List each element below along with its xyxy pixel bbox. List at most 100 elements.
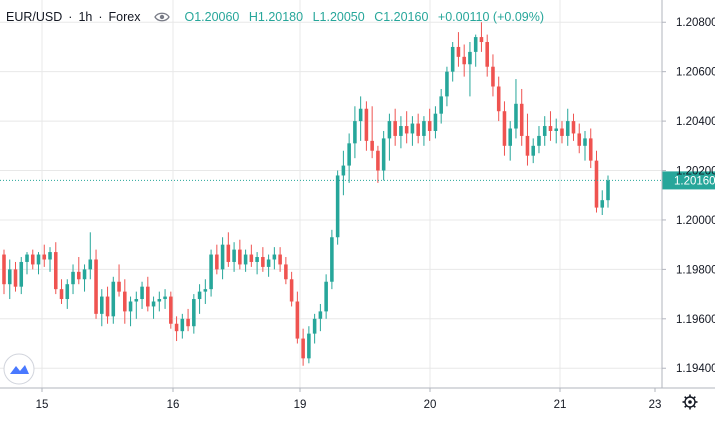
candle-body [353,121,357,144]
candle-body [19,261,24,287]
eye-icon[interactable] [154,11,171,23]
candle-body [59,289,64,300]
candle-body [151,301,156,307]
candle-body [174,323,179,332]
candle-body [341,165,346,176]
price-axis[interactable]: 1.20800 1.20600 1.20400 1.20200 1.20000 1.198… [661,0,715,388]
candle-body [30,254,35,265]
candle-body [100,296,104,314]
candle-body [427,121,432,131]
candle-body [502,111,507,146]
candle-body [519,103,524,136]
candles [2,22,610,366]
candle-body [571,121,576,134]
candle-body [485,42,489,67]
candle-body [140,286,144,300]
candle-body [203,289,208,292]
time-axis[interactable]: 15 16 19 20 21 23 [0,387,715,411]
candle-body [606,180,610,201]
candle-body [312,318,317,334]
candle-body [577,133,582,146]
candle-body [525,135,530,156]
gear-center [688,400,692,404]
candle-body [128,301,133,312]
x-tick-label: 15 [36,399,49,411]
candle-body [473,37,478,52]
candle-body [7,269,12,285]
candle-body [376,150,380,171]
candle-body [479,37,484,43]
gear-icon[interactable] [682,394,698,410]
chart-legend: EUR/USD · 1h · Forex O1.20060 H1.20180 L… [6,8,550,26]
candle-body [583,138,587,146]
candle-body [284,264,288,280]
candle-body [88,259,93,270]
candle-body [370,140,374,151]
tradingview-logo-icon[interactable] [3,353,35,385]
candle-body [450,46,455,72]
candle-body [238,249,242,265]
x-tick-label: 19 [294,399,307,411]
candle-body [496,86,501,112]
candle-body [197,291,202,300]
candle-body [404,126,409,134]
change-value: +0.00110 (+0.09%) [437,10,545,24]
candle-body [76,271,81,280]
candle-body [399,126,403,136]
candle-body [560,128,564,136]
candle-body [537,135,541,146]
candle-body [232,249,236,262]
candle-body [508,128,512,146]
candle-body [82,269,87,280]
y-tick-label: 1.19600 [676,314,715,326]
open-value: O1.20060 [184,10,240,24]
candle-body [295,301,300,339]
candle-body [186,318,190,327]
x-tick-label: 20 [424,399,437,411]
y-tick-label: 1.20800 [676,17,715,29]
ohlc-values: O1.20060 H1.20180 L1.20050 C1.20160 +0.0… [184,10,550,24]
candle-body [180,318,185,332]
candle-body [71,271,75,285]
candle-body [422,121,426,136]
symbol-label[interactable]: EUR/USD [6,10,63,24]
candle-body [289,279,294,302]
interval-label[interactable]: 1h [78,10,93,24]
y-tick-label: 1.20200 [676,166,715,178]
candle-body [255,257,259,262]
candle-body [192,299,196,327]
candle-body [36,254,41,265]
candle-body [53,252,58,290]
candle-body [266,259,271,267]
y-tick-label: 1.20600 [676,67,715,79]
candle-body [439,96,443,114]
candle-body [358,108,363,122]
gear-tooth [684,404,688,408]
candle-body [261,257,265,267]
candle-body [48,252,52,260]
candle-body [25,254,29,262]
candle-body [42,254,47,260]
candle-body [393,121,397,136]
candle-body [600,200,605,208]
candle-body [111,281,116,317]
candle-body [117,281,121,292]
candle-body [514,103,518,129]
candle-body [134,299,139,302]
candle-body [588,138,593,161]
current-price-label: 1.20160 [674,175,715,187]
current-price-badge [662,171,715,190]
candle-body [445,71,449,97]
candle-body [243,254,248,265]
candle-body [387,121,392,139]
candle-body [209,254,213,290]
candle-body [105,296,110,317]
candle-body [220,244,225,270]
candle-body [410,123,415,134]
candle-body [318,311,323,319]
gear-tooth [684,396,688,400]
candle-body [335,175,340,238]
candle-body [307,333,311,359]
